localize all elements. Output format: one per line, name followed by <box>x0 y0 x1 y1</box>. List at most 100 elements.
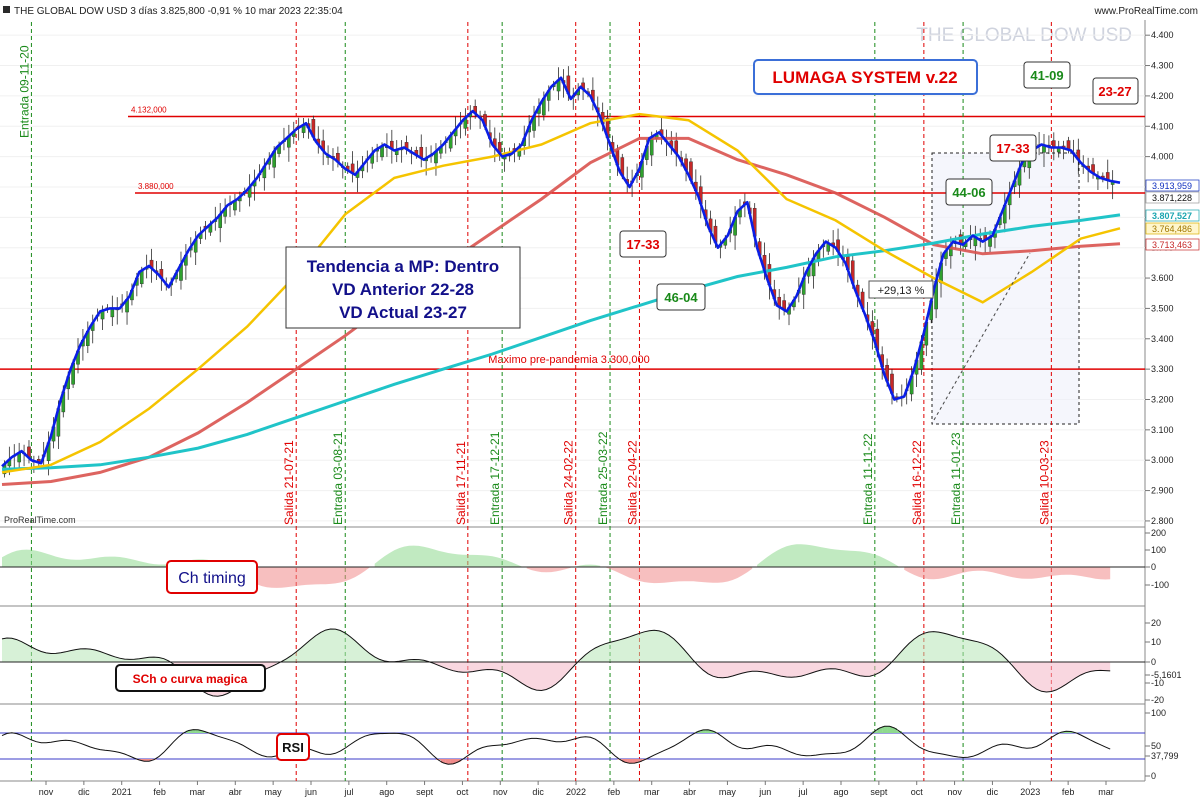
price-tag-box <box>1145 209 1200 222</box>
x-tick-label: 2021 <box>112 787 132 797</box>
trend-line <box>933 252 1031 421</box>
x-tick-label: oct <box>911 787 924 797</box>
ch-timing-fill <box>374 545 522 567</box>
indicator-axes: 2001000-10020100-5,1601-10-201005037,799… <box>1145 528 1182 781</box>
x-tick-label: jun <box>758 787 771 797</box>
box-17-33-mid-label: 17-33 <box>626 237 659 252</box>
x-tick-label: feb <box>608 787 621 797</box>
box-17-33-mid: 17-33 <box>619 230 667 258</box>
price-tag: 3.913,959 <box>1152 181 1192 191</box>
box-44-06: 44-06 <box>945 178 993 206</box>
indicator-tick-label: 200 <box>1151 528 1166 538</box>
x-tick-label: sept <box>416 787 434 797</box>
box-41-09: 41-09 <box>1023 61 1071 89</box>
sch-fill <box>281 629 429 662</box>
rsi-box: RSI <box>276 733 310 761</box>
indicator-tick-label: -5,1601 <box>1151 670 1182 680</box>
rsi-panel <box>0 725 1145 765</box>
price-tag-box <box>1145 222 1200 235</box>
x-tick-label: ago <box>833 787 848 797</box>
x-tick-label: feb <box>153 787 166 797</box>
sch-box: SCh o curva magica <box>115 664 266 692</box>
y-tick-label: 4.400 <box>1151 30 1174 40</box>
lumaga-badge: LUMAGA SYSTEM v.22 <box>753 59 978 95</box>
y-tick-label: 3.600 <box>1151 273 1174 283</box>
trend-line-3: VD Actual 23-27 <box>339 303 467 322</box>
x-tick-label: 2022 <box>566 787 586 797</box>
indicator-tick-label: -100 <box>1151 580 1169 590</box>
rsi-line <box>1 725 1111 765</box>
y-tick-label: 3.000 <box>1151 455 1174 465</box>
x-tick-label: oct <box>456 787 469 797</box>
indicator-tick-label: 0 <box>1151 657 1156 667</box>
indicator-tick-label: 0 <box>1151 771 1156 781</box>
signal-lines: Entrada 09-11-20 Salida 21-07-21 Entrada 0… <box>17 22 1052 781</box>
sch-fill <box>698 662 890 678</box>
ch-timing-fill <box>227 567 370 588</box>
indicator-tick-label: 20 <box>1151 618 1161 628</box>
y-tick-label: 4.300 <box>1151 61 1174 71</box>
sch-label: SCh o curva magica <box>133 672 248 686</box>
x-tick-label: 2023 <box>1020 787 1040 797</box>
x-tick-label: dic <box>987 787 999 797</box>
y-tick-label: 3.200 <box>1151 394 1174 404</box>
signal-label: Entrada 09-11-20 <box>17 45 31 138</box>
indicator-tick-label: -20 <box>1151 695 1164 705</box>
y-tick-label: 3.300 <box>1151 364 1174 374</box>
x-tick-label: nov <box>947 787 962 797</box>
signal-label: Entrada 11-01-23 <box>949 432 963 525</box>
x-tick-label: dic <box>532 787 544 797</box>
ch-timing-box: Ch timing <box>166 560 258 594</box>
price-tag: 3.764,486 <box>1152 224 1192 234</box>
indicator-tick-label: 37,799 <box>1151 751 1179 761</box>
box-44-06-label: 44-06 <box>952 185 985 200</box>
box-46-04-label: 46-04 <box>664 290 698 305</box>
pct-change-box: +29,13 % <box>868 280 934 299</box>
ch-timing-fill <box>526 567 571 573</box>
ma-yellow-line <box>1 112 1121 474</box>
price-line-path <box>1 76 1121 468</box>
signal-label: Salida 22-04-22 <box>625 440 639 525</box>
x-tick-label: feb <box>1062 787 1075 797</box>
x-tick-label: jun <box>304 787 317 797</box>
price-tags: 3.913,959 3.871,228 3.807,527 3.764,486 3.71… <box>1145 179 1200 251</box>
trend-info-box: Tendencia a MP: Dentro VD Anterior 22-28… <box>285 246 521 329</box>
level-label: 4.132,000 <box>131 106 167 115</box>
footer-credit: ProRealTime.com <box>4 515 76 525</box>
y-tick-label: 4.000 <box>1151 152 1174 162</box>
signal-label: Salida 10-03-23 <box>1037 440 1051 525</box>
y-tick-label: 3.100 <box>1151 425 1174 435</box>
chart-title: THE GLOBAL DOW USD 3 días 3.825,800 -0,9… <box>14 6 343 17</box>
menu-square-icon[interactable] <box>3 6 10 13</box>
time-axis: nov dic 2021 feb mar abr may jun jul ago sept oct no… <box>39 781 1114 797</box>
signal-label: Entrada 25-03-22 <box>596 431 610 525</box>
price-tag-box <box>1145 191 1200 204</box>
x-tick-label: abr <box>683 787 696 797</box>
price-tag: 3.871,228 <box>1152 193 1192 203</box>
box-23-27-label: 23-27 <box>1098 84 1131 99</box>
x-tick-label: sept <box>870 787 888 797</box>
x-tick-label: mar <box>644 787 660 797</box>
trend-line-2: VD Anterior 22-28 <box>332 280 474 299</box>
y-tick-label: 4.200 <box>1151 91 1174 101</box>
ma-cyan-line <box>1 213 1121 471</box>
level-label: Maximo pre-pandemia 3.300,000 <box>488 354 649 366</box>
pct-change-label: +29,13 % <box>878 285 925 297</box>
signal-label: Salida 16-12-22 <box>910 440 924 525</box>
indicator-tick-label: 0 <box>1151 562 1156 572</box>
site-credit: www.ProRealTime.com <box>1093 6 1198 17</box>
ch-timing-fill <box>757 544 900 567</box>
signal-label: Salida 17-11-21 <box>454 441 468 525</box>
box-17-33-top-label: 17-33 <box>996 141 1029 156</box>
sch-fill <box>580 630 694 662</box>
x-tick-label: mar <box>1098 787 1114 797</box>
signal-label: Entrada 17-12-21 <box>488 431 502 525</box>
ch-timing-fill <box>575 564 601 567</box>
signal-label: Salida 21-07-21 <box>282 440 296 525</box>
indicator-tick-label: 100 <box>1151 708 1166 718</box>
price-line <box>1 76 1121 468</box>
indicator-tick-label: 10 <box>1151 637 1161 647</box>
sch-fill <box>2 638 169 662</box>
rsi-label: RSI <box>282 740 304 755</box>
